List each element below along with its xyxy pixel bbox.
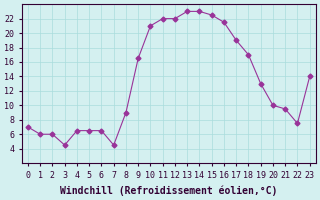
X-axis label: Windchill (Refroidissement éolien,°C): Windchill (Refroidissement éolien,°C): [60, 185, 277, 196]
